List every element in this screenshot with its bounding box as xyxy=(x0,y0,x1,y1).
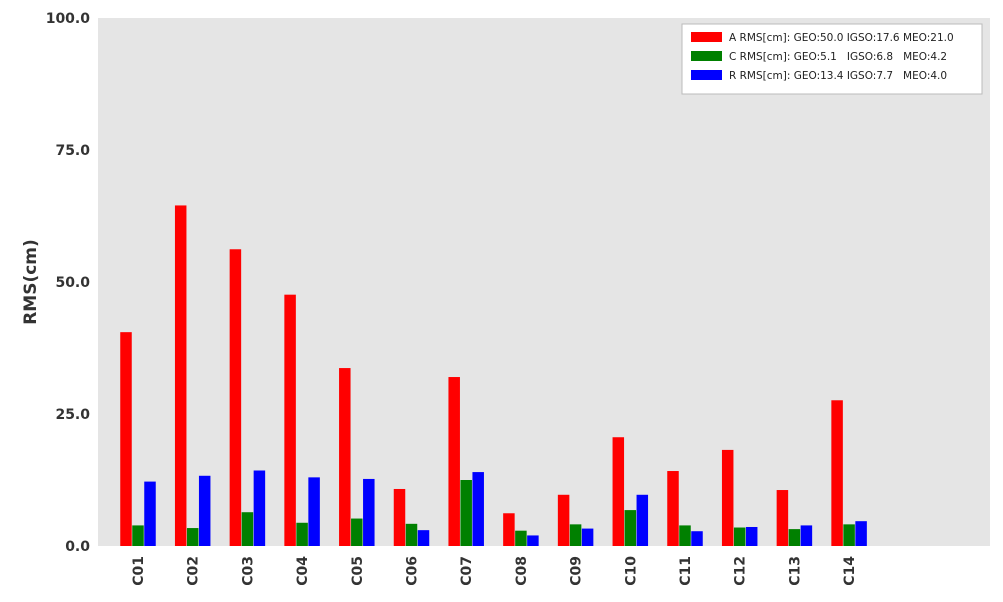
x-tick-label: C12 xyxy=(733,556,749,586)
bars-layer xyxy=(120,205,867,547)
x-tick-label: C02 xyxy=(186,556,202,586)
bar-c-c02 xyxy=(186,528,199,546)
legend-entry: C RMS[cm]: GEO:5.1 IGSO:6.8 MEO:4.2 xyxy=(729,51,947,63)
x-tick-label: C07 xyxy=(459,556,475,586)
bar-c-c08 xyxy=(515,530,527,546)
bar-r-c04 xyxy=(308,477,320,546)
legend: A RMS[cm]: GEO:50.0 IGSO:17.6 MEO:21.0 C … xyxy=(681,23,983,95)
bar-r-c10 xyxy=(636,494,649,546)
y-tick-label: 0.0 xyxy=(65,539,90,555)
x-tick-label: C13 xyxy=(787,556,803,586)
x-tick-label: C06 xyxy=(405,556,421,586)
y-tick-label: 25.0 xyxy=(55,407,90,423)
y-tick-label: 50.0 xyxy=(55,275,90,291)
bar-a-c03 xyxy=(229,249,242,547)
legend-box xyxy=(681,23,983,95)
legend-swatch xyxy=(691,51,722,61)
bar-r-c01 xyxy=(144,481,156,546)
legend-entry: A RMS[cm]: GEO:50.0 IGSO:17.6 MEO:21.0 xyxy=(729,32,954,44)
bar-a-c12 xyxy=(721,449,734,546)
bar-c-c10 xyxy=(624,510,637,546)
bar-r-c08 xyxy=(527,535,539,546)
bar-a-c06 xyxy=(393,488,406,546)
bar-r-c09 xyxy=(581,528,594,546)
bar-c-c11 xyxy=(679,525,691,546)
bar-c-c05 xyxy=(351,518,363,546)
bar-a-c10 xyxy=(612,437,625,546)
x-tick-label: C11 xyxy=(678,556,694,586)
x-tick-label: C01 xyxy=(131,556,147,586)
bar-a-c11 xyxy=(667,471,679,546)
x-tick-label: C04 xyxy=(295,556,311,586)
y-axis: 0.0 25.0 50.0 75.0 100.0 xyxy=(46,11,91,555)
bar-c-c14 xyxy=(843,524,855,546)
x-tick-label: C09 xyxy=(569,556,585,586)
bar-r-c12 xyxy=(745,526,758,546)
legend-swatch xyxy=(691,32,722,42)
bar-c-c06 xyxy=(405,523,418,546)
bar-a-c01 xyxy=(120,332,132,546)
bar-r-c06 xyxy=(417,530,430,546)
x-tick-label: C03 xyxy=(240,556,256,586)
bar-a-c02 xyxy=(174,205,187,546)
bar-a-c14 xyxy=(831,400,843,546)
y-tick-label: 100.0 xyxy=(46,11,91,27)
bar-a-c13 xyxy=(776,490,789,546)
bar-c-c07 xyxy=(460,480,472,546)
bar-c-c13 xyxy=(788,529,801,546)
bar-c-c01 xyxy=(132,525,144,546)
bar-c-c09 xyxy=(569,524,582,546)
bar-a-c04 xyxy=(284,294,296,546)
bar-r-c11 xyxy=(691,531,703,546)
bar-r-c03 xyxy=(253,470,266,546)
bar-a-c05 xyxy=(339,368,351,546)
bar-r-c13 xyxy=(800,525,813,546)
x-tick-label: C14 xyxy=(842,556,858,586)
x-tick-label: C10 xyxy=(623,556,639,586)
bar-a-c09 xyxy=(557,494,570,546)
y-tick-label: 75.0 xyxy=(55,143,90,159)
y-axis-title: RMS(cm) xyxy=(21,239,41,325)
legend-entry: R RMS[cm]: GEO:13.4 IGSO:7.7 MEO:4.0 xyxy=(729,70,947,82)
x-axis: C01 C02 C03 C04 C05 C06 C07 C08 C09 C10 C11 C12 C13 C… xyxy=(131,556,858,586)
x-tick-label: C08 xyxy=(514,556,530,586)
legend-swatch xyxy=(691,70,722,80)
bar-r-c14 xyxy=(855,521,867,546)
bar-r-c07 xyxy=(472,472,484,546)
bar-a-c07 xyxy=(448,377,460,546)
bar-c-c03 xyxy=(241,512,254,546)
bar-r-c02 xyxy=(198,475,211,546)
bar-r-c05 xyxy=(363,478,375,546)
x-tick-label: C05 xyxy=(350,556,366,586)
bar-a-c08 xyxy=(503,513,515,546)
bar-c-c04 xyxy=(296,522,308,546)
bar-c-c12 xyxy=(733,527,746,546)
